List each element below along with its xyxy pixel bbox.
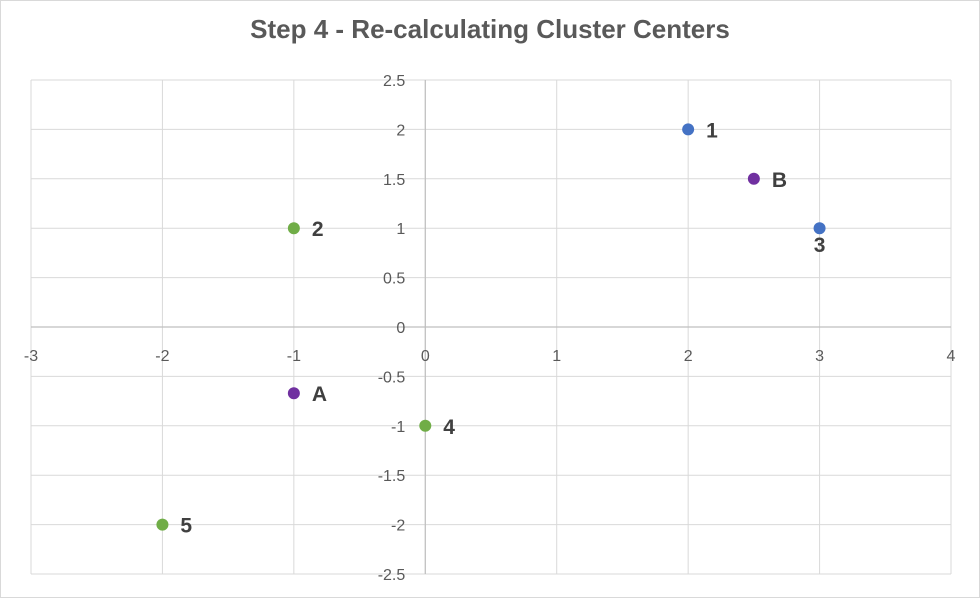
data-label: 5 [180, 515, 192, 538]
data-label: B [772, 169, 787, 192]
x-tick-labels: -3 -2 -1 0 1 2 3 4 [24, 348, 956, 365]
data-point [419, 419, 432, 432]
data-label: 3 [814, 234, 826, 257]
data-label: 4 [443, 416, 455, 439]
axes [31, 80, 951, 574]
data-point [287, 387, 300, 400]
data-point [747, 172, 760, 185]
y-tick-label: 1 [396, 221, 405, 238]
data-points: 1 3 2 4 5 A B [156, 119, 826, 538]
data-label: A [312, 383, 327, 406]
data-point [287, 222, 300, 235]
data-point [813, 222, 826, 235]
y-tick-label: -1.5 [378, 468, 406, 485]
y-tick-label: -2.5 [378, 567, 406, 584]
chart-title: Step 4 - Re-calculating Cluster Centers [250, 14, 730, 44]
x-tick-label: -1 [287, 348, 301, 365]
y-tick-label: -0.5 [378, 369, 406, 386]
y-tick-label: 0 [396, 320, 405, 337]
y-tick-label: -1 [391, 419, 405, 436]
x-tick-label: 2 [684, 348, 693, 365]
y-tick-label: 0.5 [383, 271, 405, 288]
x-tick-label: 3 [815, 348, 824, 365]
data-label: 1 [706, 119, 718, 142]
data-label: 2 [312, 218, 324, 241]
data-point [682, 123, 695, 136]
data-point [156, 518, 169, 531]
x-tick-label: -3 [24, 348, 38, 365]
x-tick-label: -2 [155, 348, 169, 365]
x-tick-label: 4 [947, 348, 956, 365]
y-tick-label: 1.5 [383, 172, 405, 189]
x-tick-label: 0 [421, 348, 430, 365]
y-tick-label: -2 [391, 518, 405, 535]
y-tick-label: 2.5 [383, 73, 405, 90]
y-tick-label: 2 [396, 122, 405, 139]
y-tick-labels: -2.5 -2 -1.5 -1 -0.5 0 0.5 1 1.5 2 2.5 [378, 73, 406, 584]
x-tick-label: 1 [552, 348, 561, 365]
